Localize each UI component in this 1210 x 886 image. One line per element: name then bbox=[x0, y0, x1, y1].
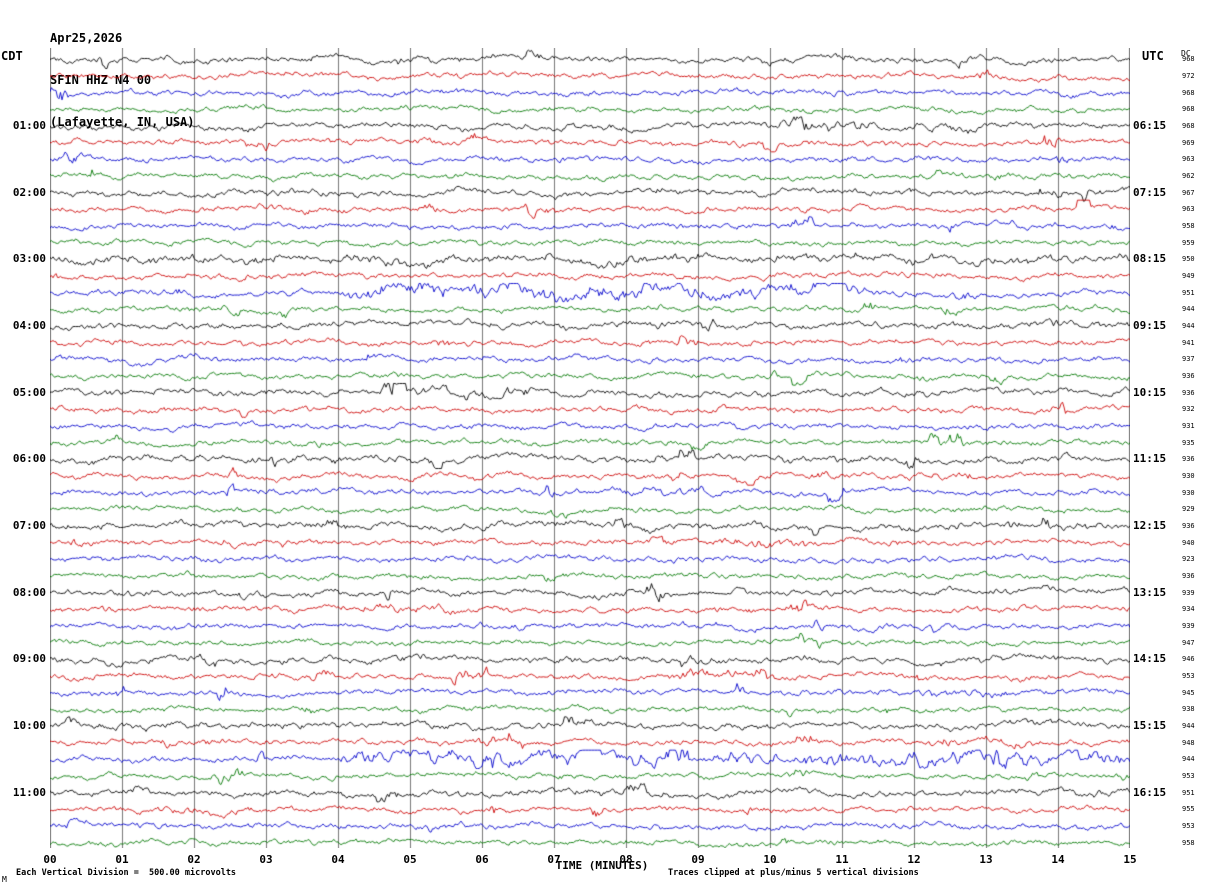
dc-offset-value: 955 bbox=[1182, 805, 1195, 814]
x-axis-tick: 02 bbox=[187, 853, 201, 866]
dc-offset-value: 953 bbox=[1182, 672, 1195, 680]
hour-label-utc: 10:15 bbox=[1133, 385, 1167, 399]
hour-label-utc: 13:15 bbox=[1133, 585, 1167, 599]
hour-label-cdt: 06:00 bbox=[12, 452, 46, 466]
hour-label-cdt: 11:00 bbox=[12, 785, 46, 799]
dc-offset-value: 958 bbox=[1182, 222, 1195, 230]
dc-offset-value: 936 bbox=[1182, 522, 1195, 530]
x-axis-tick: 10 bbox=[763, 853, 777, 866]
dc-offset-value: 968 bbox=[1182, 122, 1195, 130]
dc-column-header: DC bbox=[1181, 49, 1191, 58]
hour-label-cdt: 08:00 bbox=[12, 585, 46, 599]
hour-label-cdt: 01:00 bbox=[12, 119, 46, 132]
dc-offset-value: 934 bbox=[1182, 605, 1195, 614]
dc-offset-value: 951 bbox=[1182, 788, 1195, 797]
left-timezone-label: CDT bbox=[1, 49, 23, 63]
x-axis-tick: 05 bbox=[403, 853, 417, 866]
dc-offset-value: 935 bbox=[1182, 438, 1195, 447]
hour-label-utc: 11:15 bbox=[1133, 452, 1167, 466]
dc-offset-value: 963 bbox=[1182, 155, 1195, 164]
dc-offset-value: 967 bbox=[1182, 188, 1195, 197]
hour-label-utc: 14:15 bbox=[1133, 652, 1167, 666]
x-axis-tick: 11 bbox=[835, 853, 849, 866]
x-axis-title: TIME (MINUTES) bbox=[555, 859, 649, 872]
date-label: Apr25,2026 bbox=[50, 31, 123, 45]
dc-offset-value: 972 bbox=[1182, 72, 1195, 80]
hour-label-utc: 16:15 bbox=[1133, 785, 1167, 799]
seismogram-canvas bbox=[50, 48, 1130, 848]
dc-offset-value: 944 bbox=[1182, 305, 1195, 314]
scale-note: Each Vertical Division = 500.00 microvol… bbox=[16, 868, 237, 878]
dc-offset-value: 950 bbox=[1182, 255, 1195, 264]
x-axis-tick: 09 bbox=[691, 853, 705, 866]
hour-label-cdt: 03:00 bbox=[12, 252, 46, 266]
dc-offset-value: 923 bbox=[1182, 555, 1195, 564]
x-axis-tick: 00 bbox=[43, 853, 57, 866]
hour-label-cdt: 07:00 bbox=[12, 519, 46, 532]
x-axis-tick: 07 bbox=[547, 853, 561, 866]
dc-offset-value: 944 bbox=[1182, 322, 1195, 330]
x-axis-tick: 06 bbox=[475, 853, 489, 866]
hour-label-utc: 06:15 bbox=[1133, 119, 1167, 132]
dc-offset-value: 939 bbox=[1182, 622, 1195, 630]
dc-offset-value: 929 bbox=[1182, 505, 1195, 514]
dc-offset-value: 947 bbox=[1182, 638, 1195, 647]
hour-label-utc: 12:15 bbox=[1133, 519, 1167, 532]
dc-offset-value: 963 bbox=[1182, 205, 1195, 214]
dc-offset-value: 931 bbox=[1182, 422, 1195, 430]
right-timezone-label: UTC bbox=[1142, 49, 1164, 63]
hour-label-cdt: 05:00 bbox=[12, 385, 46, 399]
hour-label-utc: 07:15 bbox=[1133, 185, 1167, 199]
hour-label-cdt: 09:00 bbox=[12, 652, 46, 666]
dc-offset-value: 930 bbox=[1182, 472, 1195, 480]
x-axis-tick: 14 bbox=[1051, 853, 1065, 866]
hour-label-cdt: 10:00 bbox=[12, 719, 46, 732]
dc-offset-value: 940 bbox=[1182, 538, 1195, 547]
hour-label-utc: 09:15 bbox=[1133, 319, 1167, 332]
dc-offset-value: 936 bbox=[1182, 572, 1195, 580]
dc-offset-value: 968 bbox=[1182, 55, 1195, 64]
dc-offset-value: 944 bbox=[1182, 755, 1195, 764]
x-axis-tick: 01 bbox=[115, 853, 129, 866]
corner-mark: M bbox=[2, 875, 7, 884]
x-axis-tick: 15 bbox=[1123, 853, 1137, 866]
dc-offset-value: 951 bbox=[1182, 288, 1195, 297]
dc-offset-value: 936 bbox=[1182, 372, 1195, 380]
dc-offset-value: 946 bbox=[1182, 655, 1195, 664]
dc-offset-value: 945 bbox=[1182, 688, 1195, 697]
x-axis-tick: 13 bbox=[979, 853, 993, 866]
hour-label-utc: 15:15 bbox=[1133, 719, 1167, 732]
x-axis-tick: 12 bbox=[907, 853, 921, 866]
hour-label-cdt: 02:00 bbox=[12, 185, 46, 199]
dc-offset-value: 953 bbox=[1182, 822, 1195, 830]
dc-offset-value: 937 bbox=[1182, 355, 1195, 364]
hour-label-cdt: 04:00 bbox=[12, 319, 46, 332]
dc-offset-value: 969 bbox=[1182, 138, 1195, 147]
dc-offset-value: 948 bbox=[1182, 738, 1195, 747]
dc-offset-value: 936 bbox=[1182, 388, 1195, 397]
dc-offset-value: 930 bbox=[1182, 488, 1195, 497]
dc-offset-value: 944 bbox=[1182, 722, 1195, 730]
dc-offset-value: 953 bbox=[1182, 772, 1195, 780]
clip-note: Traces clipped at plus/minus 5 vertical … bbox=[668, 868, 919, 878]
dc-offset-value: 959 bbox=[1182, 238, 1195, 247]
x-axis-tick: 08 bbox=[619, 853, 633, 866]
dc-offset-value: 968 bbox=[1182, 105, 1195, 114]
dc-offset-value: 949 bbox=[1182, 272, 1195, 280]
dc-offset-value: 968 bbox=[1182, 88, 1195, 97]
x-axis-tick: 03 bbox=[259, 853, 273, 866]
dc-offset-value: 962 bbox=[1182, 172, 1195, 180]
dc-offset-value: 958 bbox=[1182, 838, 1195, 847]
x-axis-tick: 04 bbox=[331, 853, 345, 866]
hour-label-utc: 08:15 bbox=[1133, 252, 1167, 266]
dc-offset-value: 941 bbox=[1182, 338, 1195, 347]
dc-offset-value: 938 bbox=[1182, 705, 1195, 714]
dc-offset-value: 939 bbox=[1182, 588, 1195, 597]
dc-offset-value: 932 bbox=[1182, 405, 1195, 414]
dc-offset-value: 936 bbox=[1182, 455, 1195, 464]
